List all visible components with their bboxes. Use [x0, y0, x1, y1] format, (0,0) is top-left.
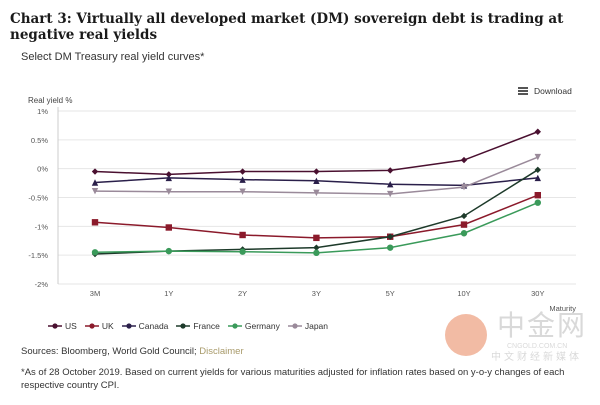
chart-title: Chart 3: Virtually all developed market … — [10, 11, 564, 43]
data-point-canada — [239, 176, 246, 183]
data-point-germany — [387, 244, 394, 251]
menu-icon — [518, 87, 528, 95]
legend-label: UK — [101, 321, 114, 331]
data-point-us — [165, 171, 172, 178]
data-point-france — [387, 233, 394, 240]
x-tick-label: 2Y — [238, 289, 247, 298]
watermark-sub: 中文财经新媒体 — [491, 352, 582, 363]
data-point-japan — [165, 188, 172, 195]
data-point-uk — [239, 231, 246, 239]
x-tick-label: 10Y — [457, 289, 470, 298]
data-point-canada — [387, 181, 394, 188]
download-label: Download — [534, 86, 572, 96]
legend: US UK Canada France Germany Japan — [48, 321, 328, 331]
data-point-germany — [91, 249, 99, 256]
y-tick-label: 1% — [37, 107, 48, 116]
legend-marker-icon — [84, 323, 99, 329]
legend-label: Japan — [304, 321, 329, 331]
y-tick-label: 0.5% — [31, 136, 48, 145]
x-tick-label: 3Y — [312, 289, 321, 298]
x-tick-label: 1Y — [164, 289, 173, 298]
data-point-canada — [534, 174, 541, 182]
footnote: *As of 28 October 2019. Based on current… — [21, 367, 565, 391]
series-line-us — [94, 131, 539, 176]
data-point-germany — [239, 248, 246, 255]
legend-item-us[interactable]: US — [48, 321, 77, 331]
y-tick-label: -1.5% — [28, 251, 48, 260]
data-point-uk — [165, 224, 172, 231]
y-tick-label: 0% — [37, 165, 48, 174]
legend-item-japan[interactable]: Japan — [287, 321, 329, 331]
data-point-japan — [313, 189, 320, 197]
sources-text: Sources: Bloomberg, World Gold Council; — [21, 346, 200, 357]
data-point-us — [313, 168, 320, 175]
legend-label: US — [65, 321, 77, 331]
chart-subtitle: Select DM Treasury real yield curves* — [21, 51, 205, 63]
data-point-france — [534, 166, 541, 174]
data-point-uk — [91, 219, 99, 226]
data-point-germany — [534, 199, 541, 206]
legend-marker-icon — [121, 323, 136, 329]
legend-item-uk[interactable]: UK — [84, 321, 114, 331]
data-point-us — [387, 167, 394, 174]
data-point-uk — [534, 191, 541, 199]
series-line-japan — [94, 156, 539, 195]
data-point-canada — [91, 179, 99, 186]
legend-label: Canada — [138, 321, 169, 331]
data-point-us — [460, 156, 468, 164]
y-tick-label: -1% — [35, 222, 49, 231]
sources: Sources: Bloomberg, World Gold Council; … — [21, 346, 244, 357]
data-point-france — [313, 244, 320, 251]
legend-label: France — [193, 321, 220, 331]
data-point-uk — [460, 221, 468, 228]
data-point-canada — [313, 177, 320, 184]
data-point-japan — [239, 188, 246, 195]
series-line-uk — [94, 194, 539, 239]
data-point-japan — [460, 183, 468, 191]
y-axis-label: Real yield % — [28, 96, 72, 105]
legend-marker-icon — [287, 323, 302, 329]
data-point-germany — [460, 230, 468, 237]
data-point-us — [239, 168, 246, 175]
legend-marker-icon — [48, 323, 62, 329]
download-button[interactable]: Download — [518, 86, 572, 96]
legend-marker-icon — [176, 323, 191, 329]
data-point-japan — [534, 153, 541, 161]
watermark-en: CNGOLD.COM.CN — [507, 343, 568, 350]
y-tick-label: -0.5% — [28, 194, 48, 203]
data-point-us — [534, 128, 541, 135]
x-tick-label: 3M — [90, 289, 100, 298]
data-point-germany — [165, 247, 172, 255]
legend-item-canada[interactable]: Canada — [121, 321, 169, 331]
line-chart: Real yield % 1% 0.5% 0% -0.5% -1% -1.5% -2% 3M 1Y… — [28, 96, 576, 313]
legend-item-germany[interactable]: Germany — [227, 321, 280, 331]
x-axis-label: Maturity — [549, 304, 576, 313]
legend-item-france[interactable]: France — [176, 321, 220, 331]
legend-marker-icon — [227, 323, 242, 329]
data-point-japan — [91, 187, 99, 195]
data-point-canada — [165, 174, 172, 182]
data-point-france — [460, 212, 468, 220]
data-point-japan — [387, 190, 394, 198]
disclaimer-link[interactable]: Disclaimer — [199, 346, 244, 357]
logo-icon — [445, 314, 487, 356]
y-tick-label: -2% — [35, 280, 49, 289]
legend-label: Germany — [244, 321, 280, 331]
x-tick-label: 30Y — [531, 289, 544, 298]
x-tick-label: 5Y — [386, 289, 395, 298]
data-point-us — [91, 168, 99, 175]
data-point-germany — [313, 249, 320, 257]
data-point-uk — [313, 234, 320, 242]
